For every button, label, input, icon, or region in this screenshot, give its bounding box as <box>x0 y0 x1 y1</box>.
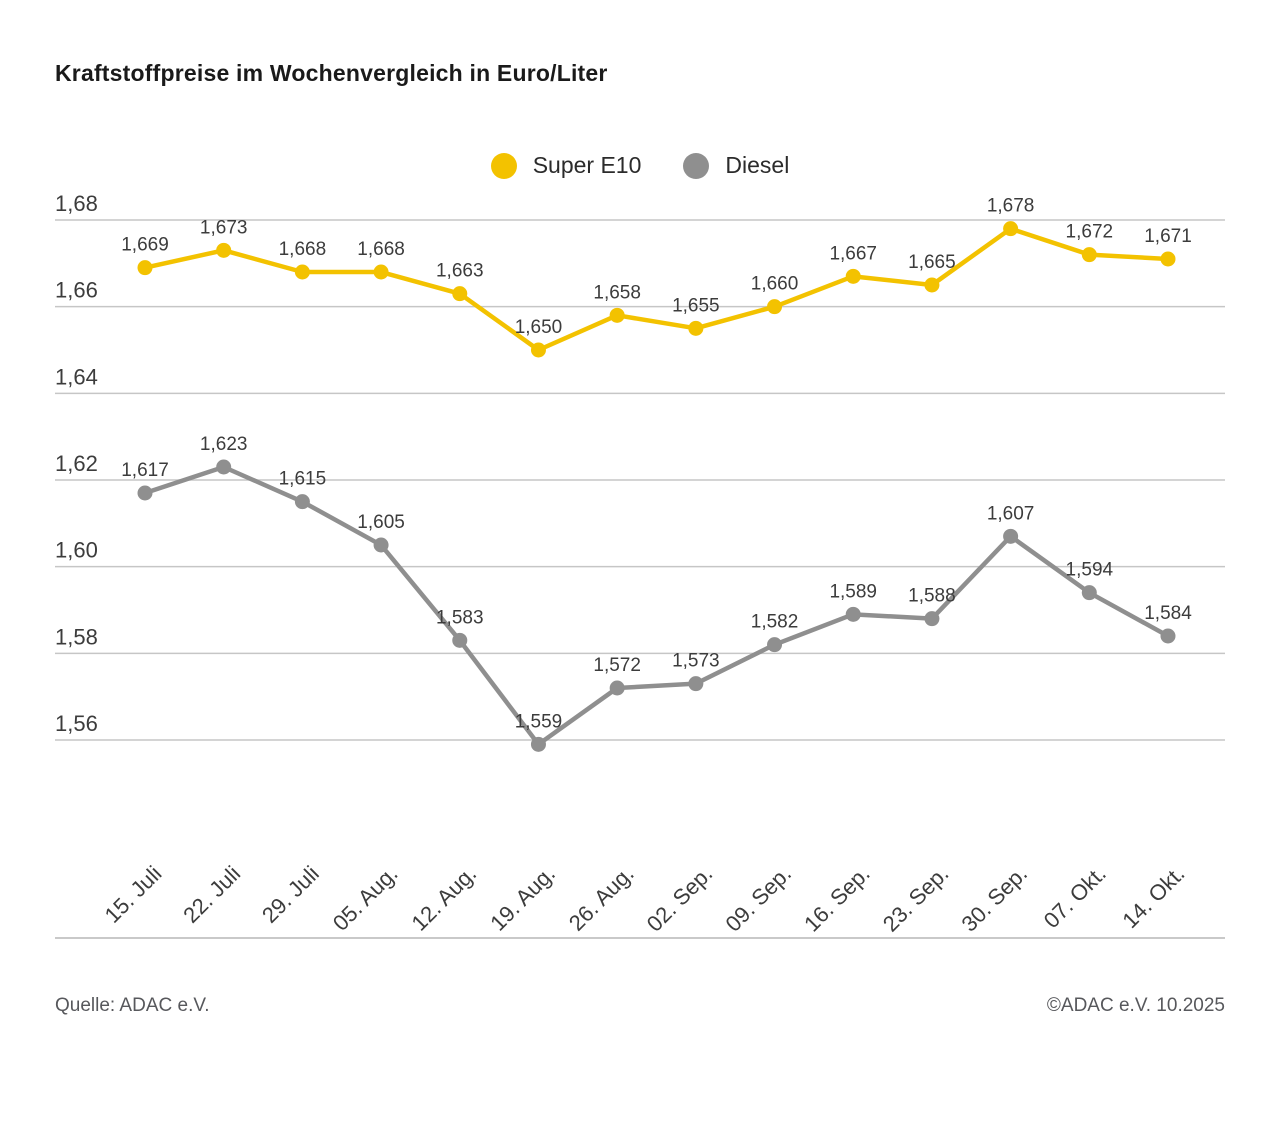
super-e10-point <box>767 299 783 315</box>
super-e10-point <box>137 260 153 276</box>
diesel-value-label: 1,623 <box>200 434 248 455</box>
diesel-value-label: 1,559 <box>515 711 563 732</box>
diesel-point <box>216 459 232 475</box>
super-e10-value-label: 1,655 <box>672 295 720 316</box>
y-axis-label: 1,62 <box>55 451 98 476</box>
diesel-point <box>845 606 861 622</box>
diesel-value-label: 1,615 <box>279 469 327 490</box>
x-axis-label: 09. Sep. <box>720 861 796 937</box>
diesel-point <box>767 637 783 653</box>
diesel-value-label: 1,582 <box>751 612 799 633</box>
x-axis-label: 12. Aug. <box>407 861 482 936</box>
x-axis-label: 15. Juli <box>100 861 167 928</box>
chart-legend: Super E10 Diesel <box>0 152 1280 179</box>
diesel-dot-icon <box>683 152 710 179</box>
diesel-point <box>294 494 310 510</box>
super-e10-value-label: 1,668 <box>357 239 405 260</box>
super-e10-point <box>452 286 468 302</box>
diesel-point <box>373 537 389 553</box>
diesel-point <box>924 611 940 627</box>
x-axis-label: 05. Aug. <box>328 861 403 936</box>
y-axis-label: 1,64 <box>55 364 98 389</box>
source-label: Quelle: ADAC e.V. <box>55 995 210 1016</box>
super-e10-value-label: 1,660 <box>751 274 799 295</box>
super-e10-value-label: 1,671 <box>1144 226 1192 247</box>
super-e10-value-label: 1,678 <box>987 196 1035 217</box>
chart-title: Kraftstoffpreise im Wochenvergleich in E… <box>55 60 608 86</box>
super-e10-point <box>609 307 625 323</box>
super-e10-value-label: 1,650 <box>515 317 563 338</box>
x-axis-label: 14. Okt. <box>1117 861 1189 933</box>
footer: Quelle: ADAC e.V. ©ADAC e.V. 10.2025 <box>55 995 1225 1017</box>
diesel-value-label: 1,573 <box>672 651 720 672</box>
x-axis-label: 29. Juli <box>257 861 324 928</box>
legend-label-super-e10: Super E10 <box>532 152 642 178</box>
diesel-point <box>137 485 153 501</box>
super-e10-point <box>294 264 310 280</box>
legend-item-diesel: Diesel <box>683 152 789 179</box>
diesel-line <box>142 464 1171 747</box>
super-e10-point <box>1003 221 1019 237</box>
diesel-point <box>609 680 625 696</box>
diesel-point <box>530 736 546 752</box>
y-axis-label: 1,56 <box>55 711 98 736</box>
diesel-value-label: 1,605 <box>357 512 405 533</box>
x-axis-label: 19. Aug. <box>485 861 560 936</box>
super-e10-value-label: 1,668 <box>279 239 327 260</box>
super-e10-line <box>142 226 1171 353</box>
super-e10-value-label: 1,669 <box>121 235 169 256</box>
x-axis-label: 22. Juli <box>178 861 245 928</box>
diesel-value-label: 1,617 <box>121 460 169 481</box>
diesel-value-label: 1,583 <box>436 607 484 628</box>
super-e10-point <box>1081 247 1097 263</box>
y-axis-label: 1,60 <box>55 538 98 563</box>
x-axis-label: 26. Aug. <box>564 861 639 936</box>
diesel-point <box>452 632 468 648</box>
y-axis-label: 1,66 <box>55 278 98 303</box>
super-e10-point <box>845 268 861 284</box>
super-e10-value-label: 1,663 <box>436 261 484 282</box>
legend-label-diesel: Diesel <box>725 152 790 178</box>
diesel-point <box>1160 628 1176 644</box>
super-e10-point <box>688 320 704 336</box>
super-e10-value-label: 1,672 <box>1066 222 1114 243</box>
super-e10-point <box>216 242 232 258</box>
diesel-point <box>688 676 704 692</box>
diesel-value-label: 1,589 <box>829 581 877 602</box>
super-e10-value-label: 1,658 <box>593 282 641 303</box>
x-axis-label: 16. Sep. <box>799 861 875 937</box>
super-e10-dot-icon <box>490 152 517 179</box>
y-axis-label: 1,58 <box>55 624 98 649</box>
super-e10-point <box>530 342 546 358</box>
x-axis-label: 02. Sep. <box>642 861 718 937</box>
super-e10-point <box>924 277 940 293</box>
x-axis-label: 23. Sep. <box>878 861 954 937</box>
diesel-point <box>1003 528 1019 544</box>
y-axis-label: 1,68 <box>55 191 98 216</box>
x-axis-label: 07. Okt. <box>1039 861 1111 933</box>
super-e10-point <box>373 264 389 280</box>
diesel-value-label: 1,572 <box>593 655 641 676</box>
copyright-label: ©ADAC e.V. 10.2025 <box>1046 995 1225 1016</box>
super-e10-value-label: 1,673 <box>200 217 248 238</box>
super-e10-point <box>1160 251 1176 267</box>
diesel-value-label: 1,584 <box>1144 603 1192 624</box>
x-axis-label: 30. Sep. <box>957 861 1033 937</box>
legend-item-super-e10: Super E10 <box>490 152 642 179</box>
super-e10-value-label: 1,665 <box>908 252 956 273</box>
diesel-value-label: 1,607 <box>987 503 1035 524</box>
diesel-value-label: 1,594 <box>1066 560 1114 581</box>
diesel-point <box>1081 585 1097 601</box>
diesel-value-label: 1,588 <box>908 586 956 607</box>
super-e10-value-label: 1,667 <box>829 243 877 264</box>
